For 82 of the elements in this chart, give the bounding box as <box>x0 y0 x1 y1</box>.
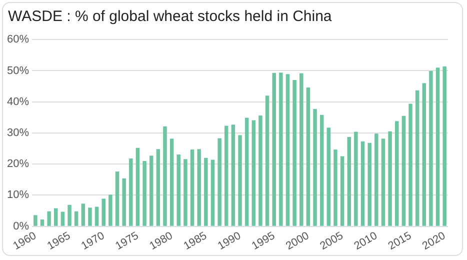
bar <box>184 159 188 226</box>
y-tick-label: 50% <box>6 64 30 77</box>
bar <box>388 131 392 226</box>
bar <box>224 126 228 226</box>
bar <box>176 154 181 226</box>
bar <box>354 132 358 226</box>
y-tick-label: 60% <box>6 34 30 46</box>
x-tick-label: 1975 <box>114 230 141 253</box>
chart-title: WASDE : % of global wheat stocks held in China <box>8 8 332 25</box>
bar <box>292 80 296 226</box>
bar <box>149 156 154 226</box>
bar <box>306 88 310 226</box>
y-tick-label: 10% <box>6 189 30 202</box>
bar <box>258 116 262 226</box>
bar <box>81 204 86 226</box>
bar <box>210 160 215 226</box>
bar <box>122 178 126 226</box>
bar <box>360 141 365 226</box>
x-tick-label: 1965 <box>45 230 73 253</box>
bar <box>197 149 201 226</box>
bar <box>142 160 146 226</box>
bar <box>68 204 72 226</box>
bar <box>300 73 304 226</box>
bar <box>190 149 194 226</box>
y-tick-label: 0% <box>13 220 30 232</box>
bar <box>381 138 386 226</box>
bar <box>422 83 426 226</box>
x-tick-label: 1990 <box>216 230 244 253</box>
bar <box>347 137 351 226</box>
bar <box>279 72 283 226</box>
bar <box>54 208 58 226</box>
bar <box>163 126 167 226</box>
bar <box>408 104 412 226</box>
bar <box>94 206 99 226</box>
bar <box>265 96 270 226</box>
bar <box>47 211 51 226</box>
x-tick-label: 1980 <box>148 230 175 253</box>
bar <box>320 114 324 226</box>
bar <box>286 74 290 226</box>
bar <box>74 211 78 226</box>
x-tick-label: 1985 <box>182 230 209 253</box>
x-tick-label: 2020 <box>420 230 448 253</box>
bar <box>394 121 399 226</box>
bar <box>115 172 120 226</box>
bar <box>326 128 331 226</box>
bar <box>244 118 249 226</box>
bar <box>436 68 440 226</box>
bar <box>272 72 276 226</box>
bar <box>402 116 406 226</box>
bar <box>313 109 317 226</box>
x-tick-label: 2015 <box>386 230 414 253</box>
bar <box>156 149 160 226</box>
bar <box>170 138 174 226</box>
bar <box>238 135 242 226</box>
bar <box>136 148 140 226</box>
x-tick-label: 1960 <box>11 230 38 253</box>
bar <box>429 71 433 226</box>
x-tick-label: 1995 <box>250 230 278 253</box>
x-tick-label: 1970 <box>79 230 107 253</box>
bar <box>334 149 338 226</box>
y-tick-label: 20% <box>6 158 30 170</box>
bar <box>40 219 44 226</box>
y-tick-label: 40% <box>6 96 30 108</box>
x-tick-label: 2000 <box>284 230 312 253</box>
y-tick-label: 30% <box>6 127 30 139</box>
bar <box>204 158 208 226</box>
bar <box>129 158 133 226</box>
bar <box>368 142 372 226</box>
bar <box>88 208 92 226</box>
bar <box>374 134 378 226</box>
bar <box>102 198 106 226</box>
bar <box>340 156 344 226</box>
bar <box>108 194 112 226</box>
bar <box>252 120 256 226</box>
x-tick-label: 2005 <box>318 230 346 253</box>
bar <box>218 138 222 226</box>
bar <box>415 90 420 226</box>
bar <box>442 66 446 226</box>
bar <box>34 215 38 226</box>
bar <box>60 212 65 226</box>
bar <box>231 124 236 226</box>
x-tick-label: 2010 <box>352 230 380 253</box>
